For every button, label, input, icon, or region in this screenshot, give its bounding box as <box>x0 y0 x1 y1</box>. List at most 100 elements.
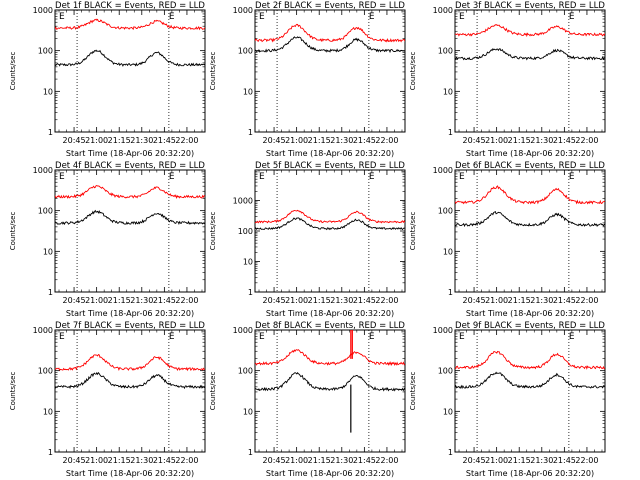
x-axis-label: Start Time (18-Apr-06 20:32:20) <box>466 309 594 318</box>
x-tick-label: 21:15 <box>308 296 331 305</box>
event-marker: E <box>459 12 465 22</box>
panel-title: Det 5f BLACK = Events, RED = LLD <box>255 161 405 171</box>
x-tick-label: 20:45 <box>63 136 86 145</box>
x-axis-label: Start Time (18-Apr-06 20:32:20) <box>66 309 194 318</box>
y-tick-label: 1000 <box>433 326 453 335</box>
x-tick-label: 21:30 <box>530 296 553 305</box>
event-marker: E <box>369 12 375 22</box>
detector-panel-9: Det 9f BLACK = Events, RED = LLD Counts/s… <box>409 321 606 478</box>
y-tick-label: 1000 <box>33 326 53 335</box>
plot-frame <box>454 9 606 133</box>
x-tick-label: 21:30 <box>130 136 153 145</box>
x-tick-label: 22:00 <box>375 456 398 465</box>
x-tick-label: 21:30 <box>330 136 353 145</box>
x-tick-label: 21:15 <box>108 296 131 305</box>
x-tick-label: 20:45 <box>263 296 286 305</box>
y-tick-label: 100 <box>438 207 453 216</box>
event-marker: E <box>369 172 375 182</box>
x-tick-label: 22:00 <box>575 136 598 145</box>
y-tick-label: 1000 <box>33 166 53 175</box>
y-tick-label: 1000 <box>433 6 453 15</box>
x-tick-label: 21:15 <box>508 136 531 145</box>
plot-frame <box>454 329 606 453</box>
x-axis-label: Start Time (18-Apr-06 20:32:20) <box>66 149 194 158</box>
plot-frame <box>454 169 606 293</box>
x-axis-label: Start Time (18-Apr-06 20:32:20) <box>266 309 394 318</box>
panel-title: Det 4f BLACK = Events, RED = LLD <box>55 161 205 171</box>
lld-series-line <box>55 354 205 372</box>
panel-title: Det 8f BLACK = Events, RED = LLD <box>255 321 405 331</box>
x-tick-label: 22:00 <box>575 456 598 465</box>
x-tick-label: 21:15 <box>108 456 131 465</box>
x-axis-label: Start Time (18-Apr-06 20:32:20) <box>266 469 394 478</box>
y-tick-label: 100 <box>38 367 53 376</box>
event-marker: E <box>459 332 465 342</box>
lld-series-line <box>455 350 605 370</box>
detector-panel-4: Det 4f BLACK = Events, RED = LLD Counts/s… <box>9 161 206 318</box>
x-tick-label: 21:45 <box>153 456 176 465</box>
event-marker: E <box>569 332 575 342</box>
y-tick-label: 1 <box>248 128 253 137</box>
event-marker: E <box>259 12 265 22</box>
event-marker: E <box>569 172 575 182</box>
x-tick-label: 20:45 <box>63 456 86 465</box>
event-marker: E <box>259 172 265 182</box>
y-tick-label: 10 <box>243 258 253 267</box>
event-marker: E <box>169 172 175 182</box>
events-series-line <box>55 49 205 67</box>
x-tick-label: 21:30 <box>130 456 153 465</box>
x-tick-label: 20:45 <box>263 456 286 465</box>
x-tick-label: 21:45 <box>353 456 376 465</box>
x-tick-label: 21:45 <box>153 136 176 145</box>
y-tick-label: 10 <box>43 87 53 96</box>
event-marker: E <box>59 172 65 182</box>
y-axis-label: Counts/sec <box>409 212 417 251</box>
x-tick-label: 21:15 <box>308 456 331 465</box>
y-tick-label: 100 <box>238 47 253 56</box>
y-tick-label: 1 <box>48 288 53 297</box>
x-tick-label: 20:45 <box>463 136 486 145</box>
lld-series-line <box>255 23 405 43</box>
y-tick-label: 1 <box>248 288 253 297</box>
y-tick-label: 1000 <box>233 197 253 206</box>
event-marker: E <box>169 332 175 342</box>
y-tick-label: 100 <box>238 367 253 376</box>
events-series-line <box>255 36 405 54</box>
y-tick-label: 10 <box>243 407 253 416</box>
y-tick-label: 10 <box>243 87 253 96</box>
panel-title: Det 2f BLACK = Events, RED = LLD <box>255 1 405 11</box>
y-tick-label: 10 <box>443 247 453 256</box>
x-tick-label: 21:15 <box>508 296 531 305</box>
events-series-line <box>455 47 605 61</box>
x-tick-label: 21:30 <box>330 296 353 305</box>
event-marker: E <box>169 12 175 22</box>
plot-frame <box>254 169 406 293</box>
y-axis-label: Counts/sec <box>209 372 217 411</box>
panel-title: Det 1f BLACK = Events, RED = LLD <box>55 1 205 11</box>
panel-title: Det 9f BLACK = Events, RED = LLD <box>455 321 605 331</box>
panel-title: Det 3f BLACK = Events, RED = LLD <box>455 1 605 11</box>
x-axis-label: Start Time (18-Apr-06 20:32:20) <box>466 149 594 158</box>
lld-series-line <box>255 209 405 224</box>
y-tick-label: 100 <box>438 47 453 56</box>
x-tick-label: 21:00 <box>285 456 308 465</box>
panel-title: Det 6f BLACK = Events, RED = LLD <box>455 161 605 171</box>
x-tick-label: 21:00 <box>485 296 508 305</box>
x-tick-label: 21:45 <box>353 136 376 145</box>
y-tick-label: 10 <box>443 407 453 416</box>
event-marker: E <box>459 172 465 182</box>
x-axis-label: Start Time (18-Apr-06 20:32:20) <box>466 469 594 478</box>
x-tick-label: 22:00 <box>175 136 198 145</box>
x-tick-label: 22:00 <box>175 456 198 465</box>
y-tick-label: 100 <box>38 207 53 216</box>
event-marker: E <box>59 332 65 342</box>
x-tick-label: 21:45 <box>153 296 176 305</box>
y-axis-label: Counts/sec <box>409 52 417 91</box>
events-series-line <box>55 371 205 390</box>
y-tick-label: 10 <box>443 87 453 96</box>
lld-series-line <box>455 23 605 38</box>
events-series-line <box>255 217 405 231</box>
x-tick-label: 21:15 <box>508 456 531 465</box>
x-tick-label: 22:00 <box>175 296 198 305</box>
